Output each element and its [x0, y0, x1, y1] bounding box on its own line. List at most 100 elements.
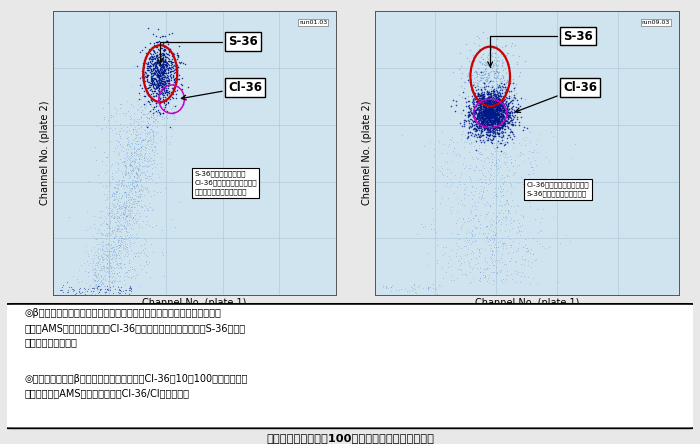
Point — [527, 175, 538, 182]
Point — [518, 183, 529, 190]
Point — [99, 242, 110, 249]
Point — [484, 96, 496, 103]
Point — [101, 232, 112, 239]
Point — [154, 74, 165, 81]
Point — [500, 213, 512, 220]
Point — [451, 152, 462, 159]
Point — [504, 209, 515, 216]
Point — [474, 91, 485, 98]
Point — [155, 159, 167, 166]
Point — [116, 180, 127, 187]
Point — [131, 170, 142, 177]
Point — [489, 130, 500, 137]
Point — [470, 119, 481, 126]
Point — [101, 244, 112, 251]
Point — [487, 135, 498, 142]
Point — [116, 226, 127, 233]
Point — [477, 105, 489, 112]
Point — [467, 126, 478, 133]
Point — [503, 83, 514, 90]
Point — [479, 140, 490, 147]
Point — [491, 105, 503, 112]
Point — [514, 226, 525, 234]
Point — [489, 56, 500, 63]
Point — [500, 141, 511, 148]
Point — [509, 108, 520, 115]
Point — [141, 72, 153, 79]
Point — [477, 114, 488, 121]
Point — [477, 114, 488, 121]
Point — [95, 229, 106, 236]
Point — [469, 127, 480, 135]
Point — [143, 67, 154, 74]
Point — [163, 79, 174, 87]
Point — [477, 110, 488, 117]
Point — [164, 90, 175, 97]
Point — [502, 106, 513, 113]
Point — [454, 235, 465, 242]
Point — [158, 96, 169, 103]
Point — [132, 198, 144, 205]
Point — [485, 118, 496, 125]
Point — [134, 262, 146, 269]
Point — [475, 103, 486, 110]
Point — [110, 254, 121, 261]
Point — [479, 105, 490, 112]
Point — [494, 102, 505, 109]
Point — [442, 194, 454, 202]
Point — [149, 70, 160, 77]
Point — [488, 101, 499, 108]
Point — [480, 109, 491, 116]
Point — [474, 101, 485, 108]
Point — [146, 112, 157, 119]
Point — [516, 269, 527, 276]
Point — [478, 100, 489, 107]
Point — [476, 112, 487, 119]
Point — [97, 262, 108, 270]
Point — [484, 114, 495, 121]
Point — [146, 75, 158, 82]
Point — [495, 78, 506, 85]
Point — [158, 68, 169, 75]
Point — [491, 243, 502, 250]
Point — [474, 125, 485, 132]
Point — [142, 59, 153, 66]
Point — [474, 246, 485, 253]
Point — [477, 119, 489, 127]
Point — [161, 97, 172, 104]
Point — [94, 287, 106, 294]
Point — [164, 95, 175, 102]
Point — [172, 71, 183, 78]
Point — [94, 266, 106, 273]
Point — [129, 197, 140, 204]
Point — [482, 109, 493, 116]
Point — [108, 270, 120, 277]
Point — [496, 113, 507, 120]
Point — [164, 96, 175, 103]
Point — [489, 70, 500, 77]
Point — [474, 246, 485, 254]
Point — [127, 218, 139, 225]
Point — [464, 46, 475, 53]
Point — [485, 89, 496, 96]
Point — [103, 285, 114, 292]
Point — [107, 243, 118, 250]
Point — [533, 131, 545, 138]
Point — [494, 201, 505, 208]
Point — [428, 281, 439, 288]
Point — [486, 248, 497, 255]
Point — [406, 287, 417, 294]
Point — [500, 213, 511, 220]
Point — [141, 155, 153, 163]
Point — [158, 67, 169, 75]
Point — [500, 109, 511, 116]
Point — [492, 111, 503, 118]
Point — [493, 103, 504, 111]
Point — [480, 114, 491, 121]
Point — [107, 247, 118, 254]
Point — [485, 174, 496, 181]
Point — [449, 189, 460, 196]
Point — [150, 115, 162, 123]
Point — [484, 111, 496, 118]
Point — [94, 289, 105, 296]
